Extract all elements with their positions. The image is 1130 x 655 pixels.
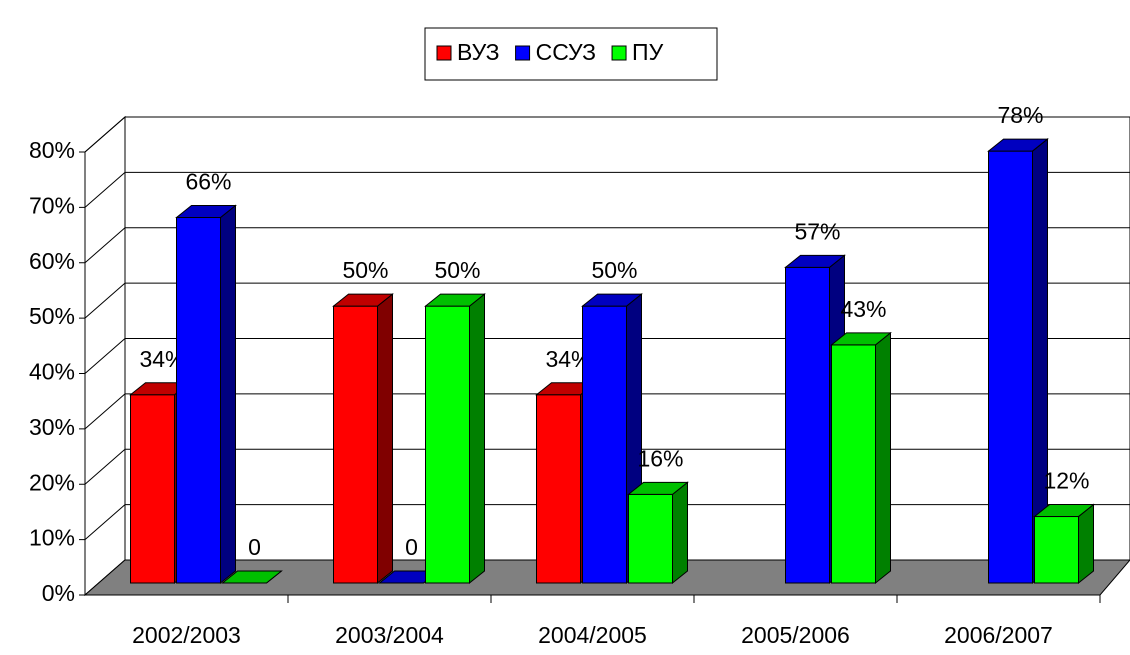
legend-swatch <box>515 45 531 61</box>
bar <box>830 331 892 585</box>
bar <box>424 293 486 585</box>
legend-box <box>424 27 718 81</box>
y-tick-label: 60% <box>29 248 75 274</box>
bar-front <box>628 493 673 584</box>
grid-line <box>84 171 126 208</box>
data-label: 0 <box>248 534 261 560</box>
bar <box>987 138 1049 585</box>
data-label: 66% <box>185 169 231 195</box>
bar-side <box>672 481 688 585</box>
grid-line <box>84 116 126 153</box>
data-label: 57% <box>794 218 840 244</box>
bar-front <box>425 305 470 584</box>
y-tick-label: 10% <box>29 525 75 551</box>
legend-swatch <box>611 45 627 61</box>
x-tick-label: 2003/2004 <box>335 622 444 648</box>
y-tick-label: 80% <box>29 137 75 163</box>
legend-label: ССУЗ <box>536 39 596 65</box>
bar <box>221 570 283 584</box>
x-tick-label: 2005/2006 <box>741 622 850 648</box>
bar-top <box>627 481 689 495</box>
legend-swatch <box>436 45 452 61</box>
bar-front <box>130 394 175 584</box>
y-tick-label: 50% <box>29 303 75 329</box>
bar-front <box>785 266 830 584</box>
x-tick-label: 2006/2007 <box>944 622 1053 648</box>
legend-label: ПУ <box>632 39 664 65</box>
grid-line <box>84 338 126 374</box>
data-label: 0 <box>405 534 418 560</box>
data-label: 16% <box>637 445 683 471</box>
legend-label: ВУЗ <box>457 39 500 65</box>
bar-top <box>581 293 643 307</box>
bar-side <box>469 293 485 585</box>
y-tick-label: 70% <box>29 192 75 218</box>
y-tick-label: 40% <box>29 359 75 385</box>
y-tick-label: 20% <box>29 469 75 495</box>
bar-top <box>175 205 237 219</box>
y-tick-label: 0% <box>42 580 75 606</box>
data-label: 50% <box>591 257 637 283</box>
data-label: 50% <box>434 257 480 283</box>
bar-front <box>831 344 876 584</box>
bar-front <box>582 305 627 584</box>
bar-side <box>377 293 393 585</box>
bar-top <box>424 293 486 307</box>
data-label: 12% <box>1043 468 1089 494</box>
y-tick-label: 30% <box>29 414 75 440</box>
bar-front <box>988 150 1033 584</box>
bar-front <box>176 217 221 584</box>
bar <box>1033 503 1095 585</box>
x-tick-label: 2002/2003 <box>132 622 241 648</box>
grid-line <box>84 393 126 430</box>
bar-front <box>536 394 581 584</box>
bar-front <box>1034 516 1079 584</box>
grid-line <box>84 227 126 264</box>
bar-top <box>332 293 394 307</box>
grid-line <box>84 504 126 541</box>
bar-side <box>1078 503 1094 585</box>
data-label: 50% <box>342 257 388 283</box>
bar <box>627 481 689 585</box>
bar-side <box>875 331 891 585</box>
bar-top <box>221 570 283 584</box>
data-label: 43% <box>840 296 886 322</box>
bar-top <box>1033 504 1095 518</box>
bar-front <box>333 305 378 584</box>
bar-top <box>784 254 846 268</box>
bar-side <box>220 204 236 585</box>
bar-top <box>987 138 1049 152</box>
data-label: 78% <box>997 102 1043 128</box>
grid-line <box>84 282 126 319</box>
bar-top <box>830 332 892 346</box>
bar <box>175 204 237 585</box>
x-tick-label: 2004/2005 <box>538 622 647 648</box>
grid-line <box>84 448 126 485</box>
bar <box>332 293 394 585</box>
